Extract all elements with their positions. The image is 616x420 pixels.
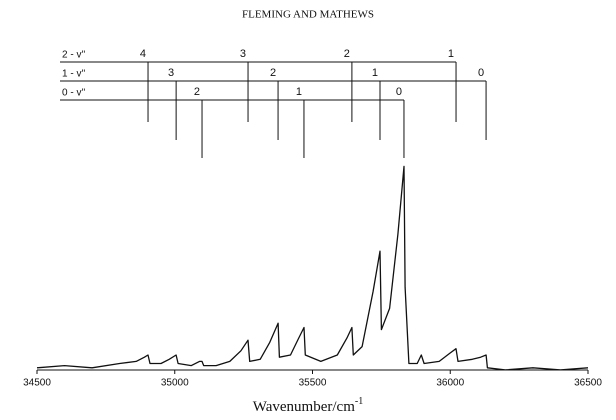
band-label: 2 bbox=[270, 67, 276, 79]
progression-label: 0 - v'' bbox=[62, 88, 85, 99]
x-label-text: Wavenumber/cm bbox=[253, 399, 355, 415]
x-tick-label: 35500 bbox=[299, 378, 327, 389]
band-label: 3 bbox=[168, 67, 174, 79]
progression-label: 1 - v'' bbox=[62, 69, 85, 80]
spectrum-line bbox=[36, 165, 589, 371]
running-head: FLEMING AND MATHEWS bbox=[242, 9, 374, 21]
x-tick-label: 34500 bbox=[23, 378, 51, 389]
x-tick-label: 36000 bbox=[436, 378, 464, 389]
band-label: 1 bbox=[372, 67, 378, 79]
band-label: 1 bbox=[296, 86, 302, 98]
band-label: 4 bbox=[140, 48, 146, 60]
x-axis-label: Wavenumber/cm-1 bbox=[253, 396, 363, 415]
band-label: 2 bbox=[194, 86, 200, 98]
band-label: 0 bbox=[396, 86, 402, 98]
progression-label: 2 - v'' bbox=[62, 50, 85, 61]
x-label-superscript: -1 bbox=[355, 396, 363, 407]
band-label: 2 bbox=[344, 48, 350, 60]
band-label: 0 bbox=[478, 67, 484, 79]
x-tick-label: 36500 bbox=[574, 378, 602, 389]
band-label: 3 bbox=[240, 48, 246, 60]
band-label: 1 bbox=[448, 48, 454, 60]
x-tick-label: 35000 bbox=[161, 378, 189, 389]
